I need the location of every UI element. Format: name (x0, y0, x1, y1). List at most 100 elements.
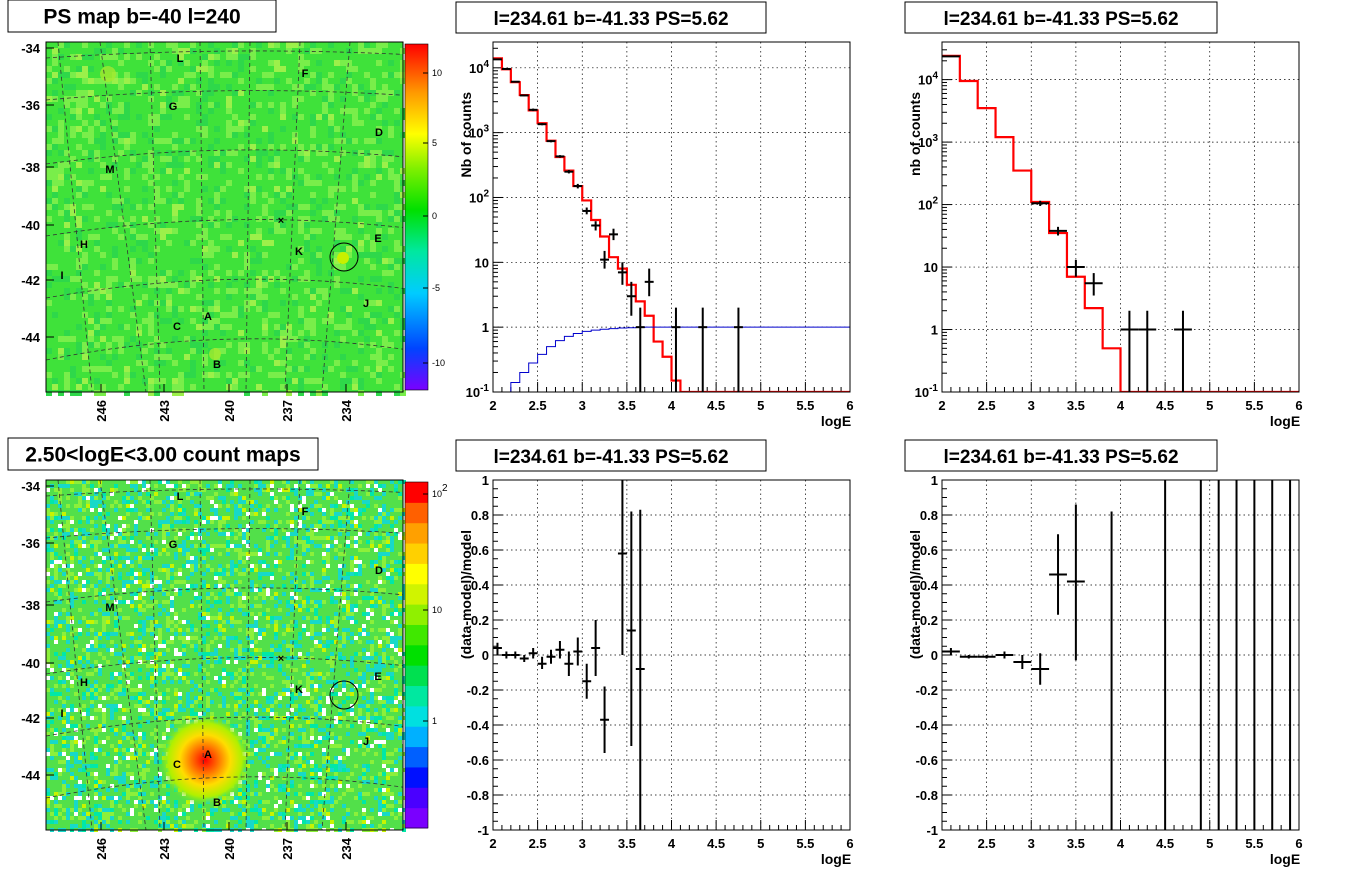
map-pixel (258, 520, 262, 524)
map-pixel (82, 282, 88, 288)
map-pixel (158, 500, 162, 504)
map-pixel (318, 824, 322, 828)
map-pixel (326, 556, 330, 560)
map-pixel (266, 800, 270, 804)
map-pixel (178, 704, 182, 708)
map-pixel (194, 544, 198, 548)
map-pixel (70, 744, 74, 748)
map-pixel (290, 816, 294, 820)
map-pixel (398, 612, 402, 616)
map-pixel (64, 66, 70, 72)
map-pixel (184, 240, 190, 246)
map-pixel (306, 744, 310, 748)
map-pixel (118, 138, 124, 144)
map-pixel (64, 294, 70, 300)
map-pixel (50, 564, 54, 568)
map-pixel (174, 652, 178, 656)
map-pixel (394, 390, 400, 396)
map-pixel (322, 812, 326, 816)
map-pixel (58, 796, 62, 800)
map-pixel (154, 138, 160, 144)
map-pixel (202, 612, 206, 616)
map-pixel (208, 198, 214, 204)
map-pixel (334, 760, 338, 764)
map-pixel (298, 540, 302, 544)
map-pixel (148, 276, 154, 282)
map-pixel (362, 704, 366, 708)
map-pixel (202, 668, 206, 672)
map-pixel (98, 484, 102, 488)
map-pixel (122, 556, 126, 560)
map-pixel (334, 360, 340, 366)
map-pixel (190, 72, 196, 78)
map-pixel (268, 228, 274, 234)
map-pixel (74, 760, 78, 764)
map-pixel (274, 500, 278, 504)
map-pixel (334, 556, 338, 560)
map-pixel (130, 604, 134, 608)
map-pixel (214, 156, 220, 162)
map-pixel (218, 608, 222, 612)
map-pixel (194, 524, 198, 528)
map-pixel (374, 796, 378, 800)
map-pixel (242, 560, 246, 564)
map-pixel (378, 812, 382, 816)
map-pixel (50, 812, 54, 816)
map-pixel (222, 668, 226, 672)
map-pixel (250, 144, 256, 150)
map-pixel (322, 628, 326, 632)
map-pixel (254, 620, 258, 624)
map-pixel (182, 804, 186, 808)
map-pixel (70, 672, 74, 676)
map-pixel (82, 42, 88, 48)
map-pixel (106, 294, 112, 300)
map-pixel (238, 372, 244, 378)
map-pixel (302, 656, 306, 660)
map-pixel (178, 174, 184, 180)
map-pixel (254, 808, 258, 812)
map-pixel (226, 484, 230, 488)
map-pixel (122, 500, 126, 504)
map-pixel (70, 390, 76, 396)
map-pixel (90, 560, 94, 564)
map-pixel (118, 204, 124, 210)
map-pixel (302, 728, 306, 732)
map-pixel (262, 324, 268, 330)
map-pixel (126, 556, 130, 560)
map-pixel (154, 820, 158, 824)
map-pixel (190, 270, 196, 276)
map-pixel (232, 132, 238, 138)
map-pixel (366, 504, 370, 508)
map-pixel (310, 348, 316, 354)
map-pixel (262, 84, 268, 90)
map-pixel (166, 640, 170, 644)
map-pixel (190, 544, 194, 548)
map-pixel (126, 532, 130, 536)
map-pixel (274, 616, 278, 620)
map-pixel (346, 312, 352, 318)
map-pixel (256, 42, 262, 48)
map-pixel (110, 632, 114, 636)
map-pixel (118, 780, 122, 784)
map-pixel (234, 660, 238, 664)
map-pixel (220, 198, 226, 204)
map-pixel (146, 664, 150, 668)
map-pixel (90, 808, 94, 812)
map-pixel (100, 138, 106, 144)
map-pixel (214, 688, 218, 692)
map-pixel (394, 108, 400, 114)
map-pixel (242, 500, 246, 504)
map-pixel (290, 752, 294, 756)
map-pixel (322, 496, 326, 500)
map-pixel (290, 592, 294, 596)
map-pixel (286, 676, 290, 680)
map-pixel (302, 732, 306, 736)
map-pixel (214, 198, 220, 204)
map-pixel (214, 676, 218, 680)
map-pixel (198, 652, 202, 656)
map-pixel (280, 66, 286, 72)
map-pixel (76, 390, 82, 396)
map-pixel (238, 620, 242, 624)
map-pixel (122, 588, 126, 592)
map-pixel (310, 532, 314, 536)
